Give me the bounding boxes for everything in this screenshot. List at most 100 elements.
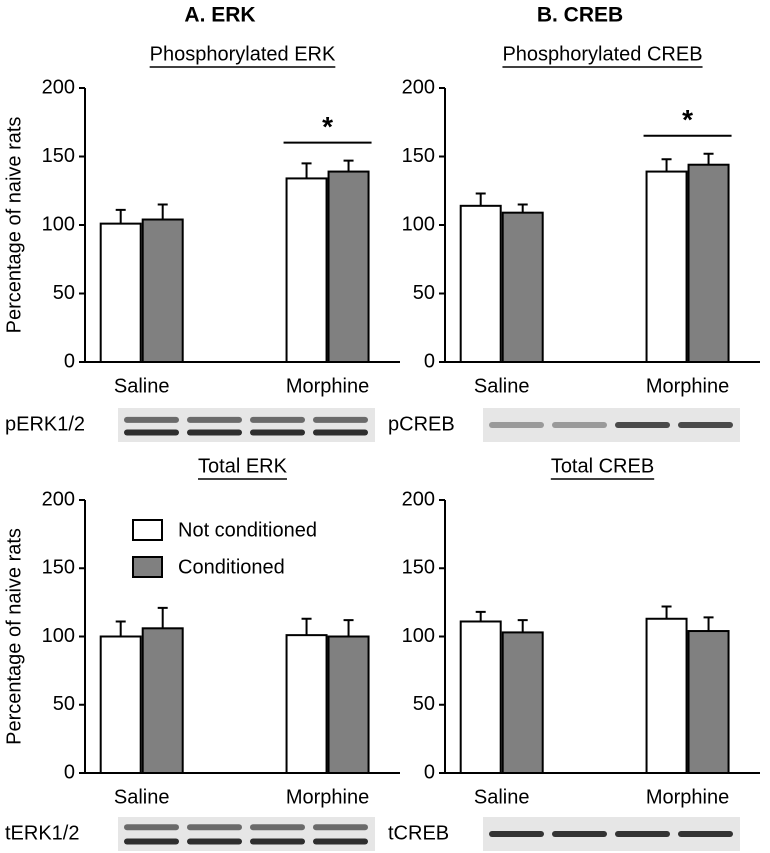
- blot-band: [250, 824, 305, 831]
- blot-band: [313, 429, 368, 436]
- bar: [501, 631, 544, 775]
- error-bar: [115, 208, 126, 224]
- y-tick-label: 150: [42, 557, 75, 579]
- error-bar: [157, 203, 168, 220]
- blot-band: [124, 838, 179, 845]
- y-tick-label: 150: [402, 557, 435, 579]
- y-tick-label: 100: [42, 213, 75, 235]
- bar: [645, 617, 688, 774]
- error-bar: [475, 610, 486, 622]
- x-tick-label: Saline: [474, 375, 530, 397]
- blot-label: tERK1/2: [5, 822, 79, 844]
- blot-band: [678, 831, 733, 837]
- bar: [285, 634, 328, 775]
- y-tick-label: 50: [53, 282, 75, 304]
- y-tick-label: 0: [64, 761, 75, 783]
- error-bar: [517, 203, 528, 213]
- bar: [687, 630, 730, 774]
- bar: [327, 170, 370, 363]
- bar: [141, 627, 184, 774]
- bar: [285, 177, 328, 363]
- legend-swatch: [132, 556, 163, 578]
- y-tick-label: 150: [42, 145, 75, 167]
- error-bar: [703, 152, 714, 165]
- blot-band: [678, 422, 733, 428]
- y-tick-label: 100: [402, 625, 435, 647]
- bar: [459, 620, 502, 774]
- blot-band: [615, 422, 670, 428]
- y-tick-label: 200: [402, 76, 435, 98]
- blot-band: [250, 416, 305, 423]
- x-tick-label: Morphine: [286, 375, 369, 397]
- blot: [118, 817, 375, 851]
- significance-mark: *: [682, 104, 693, 135]
- x-tick-label: Saline: [474, 786, 530, 808]
- bar: [459, 204, 502, 363]
- blot-band: [187, 824, 242, 831]
- blot-label: pCREB: [388, 413, 455, 435]
- bar: [501, 211, 544, 363]
- error-bar: [475, 192, 486, 206]
- bar: [141, 218, 184, 363]
- chart-title: Phosphorylated CREB: [502, 43, 702, 65]
- blot-band: [250, 429, 305, 436]
- y-tick-label: 0: [64, 350, 75, 372]
- blot-band: [313, 416, 368, 423]
- error-bar: [343, 159, 354, 172]
- x-tick-label: Morphine: [646, 786, 729, 808]
- bar: [327, 635, 370, 774]
- y-axis-label: Percentage of naive rats: [3, 117, 25, 334]
- x-tick-label: Morphine: [646, 375, 729, 397]
- blot-label: tCREB: [388, 822, 449, 844]
- y-tick-label: 100: [402, 213, 435, 235]
- x-tick-label: Morphine: [286, 786, 369, 808]
- blot: [118, 408, 375, 442]
- error-bar: [157, 606, 168, 629]
- blot-band: [187, 416, 242, 423]
- bar: [687, 163, 730, 363]
- blot-band: [615, 831, 670, 837]
- y-tick-label: 50: [53, 693, 75, 715]
- panel-header: A. ERK: [184, 4, 255, 27]
- chart-title: Total ERK: [198, 455, 288, 477]
- panel-header: B. CREB: [537, 4, 623, 27]
- blot-band: [552, 831, 607, 837]
- y-axis-label: Percentage of naive rats: [3, 528, 25, 745]
- y-tick-label: 50: [413, 282, 435, 304]
- blot-band: [489, 831, 544, 837]
- x-tick-label: Saline: [114, 786, 170, 808]
- blot-band: [124, 416, 179, 423]
- error-bar: [661, 605, 672, 619]
- chart-title: Phosphorylated ERK: [150, 43, 336, 65]
- y-tick-label: 200: [42, 488, 75, 510]
- error-bar: [115, 620, 126, 637]
- bar: [645, 170, 688, 363]
- blot-band: [187, 429, 242, 436]
- error-bar: [661, 158, 672, 172]
- blot-band: [313, 838, 368, 845]
- error-bar: [517, 619, 528, 633]
- bar: [99, 222, 142, 363]
- blot-band: [489, 422, 544, 428]
- legend-label: Not conditioned: [178, 519, 317, 541]
- error-bar: [343, 619, 354, 637]
- blot-label: pERK1/2: [5, 413, 85, 435]
- chart-title: Total CREB: [551, 455, 654, 477]
- y-tick-label: 0: [424, 350, 435, 372]
- blot-band: [124, 824, 179, 831]
- legend-swatch: [132, 519, 163, 541]
- blot-band: [187, 838, 242, 845]
- y-tick-label: 200: [402, 488, 435, 510]
- y-tick-label: 0: [424, 761, 435, 783]
- blot-band: [124, 429, 179, 436]
- blot-band: [552, 422, 607, 428]
- blot-band: [250, 838, 305, 845]
- error-bar: [301, 617, 312, 636]
- error-bar: [301, 162, 312, 179]
- legend-label: Conditioned: [178, 556, 285, 578]
- y-tick-label: 50: [413, 693, 435, 715]
- bar: [99, 635, 142, 774]
- error-bar: [703, 616, 714, 632]
- y-tick-label: 200: [42, 76, 75, 98]
